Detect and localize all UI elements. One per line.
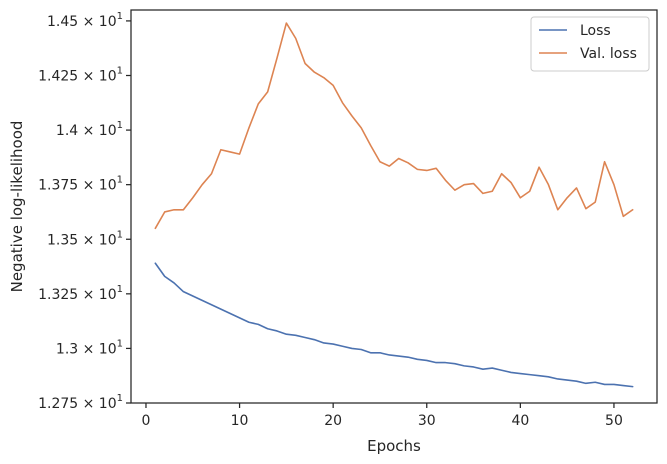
legend-label-loss: Loss (580, 23, 611, 39)
y-axis-ticks: 1.275 × 101 1.3 × 101 1.325 × 101 1.35 × 10… (38, 11, 131, 412)
series-line-val-loss (154, 22, 634, 230)
series-line-loss (154, 262, 634, 388)
x-tick-label: 30 (418, 413, 436, 429)
x-tick-label: 40 (511, 413, 529, 429)
x-axis-ticks: 0 10 20 30 40 50 (142, 403, 623, 429)
y-tick-label: 1.425 × 101 (38, 66, 123, 85)
x-tick-label: 50 (605, 413, 623, 429)
y-tick-label: 1.45 × 101 (47, 11, 123, 30)
legend: Loss Val. loss (530, 16, 650, 72)
y-tick-label: 1.4 × 101 (56, 120, 123, 139)
y-tick-label: 1.275 × 101 (38, 393, 123, 412)
x-axis-title: Epochs (367, 437, 421, 455)
y-tick-label: 1.325 × 101 (38, 284, 123, 303)
x-tick-label: 10 (231, 413, 249, 429)
legend-label-val-loss: Val. loss (580, 46, 637, 62)
y-axis-title: Negative log-likelihood (8, 121, 26, 293)
y-tick-label: 1.375 × 101 (38, 175, 123, 194)
y-tick-label: 1.3 × 101 (56, 338, 123, 357)
plot-area (131, 10, 657, 403)
x-tick-label: 0 (142, 413, 151, 429)
y-tick-label: 1.35 × 101 (47, 229, 123, 248)
plot-frame (130, 9, 658, 404)
series-layer (154, 22, 634, 388)
x-tick-label: 20 (324, 413, 342, 429)
